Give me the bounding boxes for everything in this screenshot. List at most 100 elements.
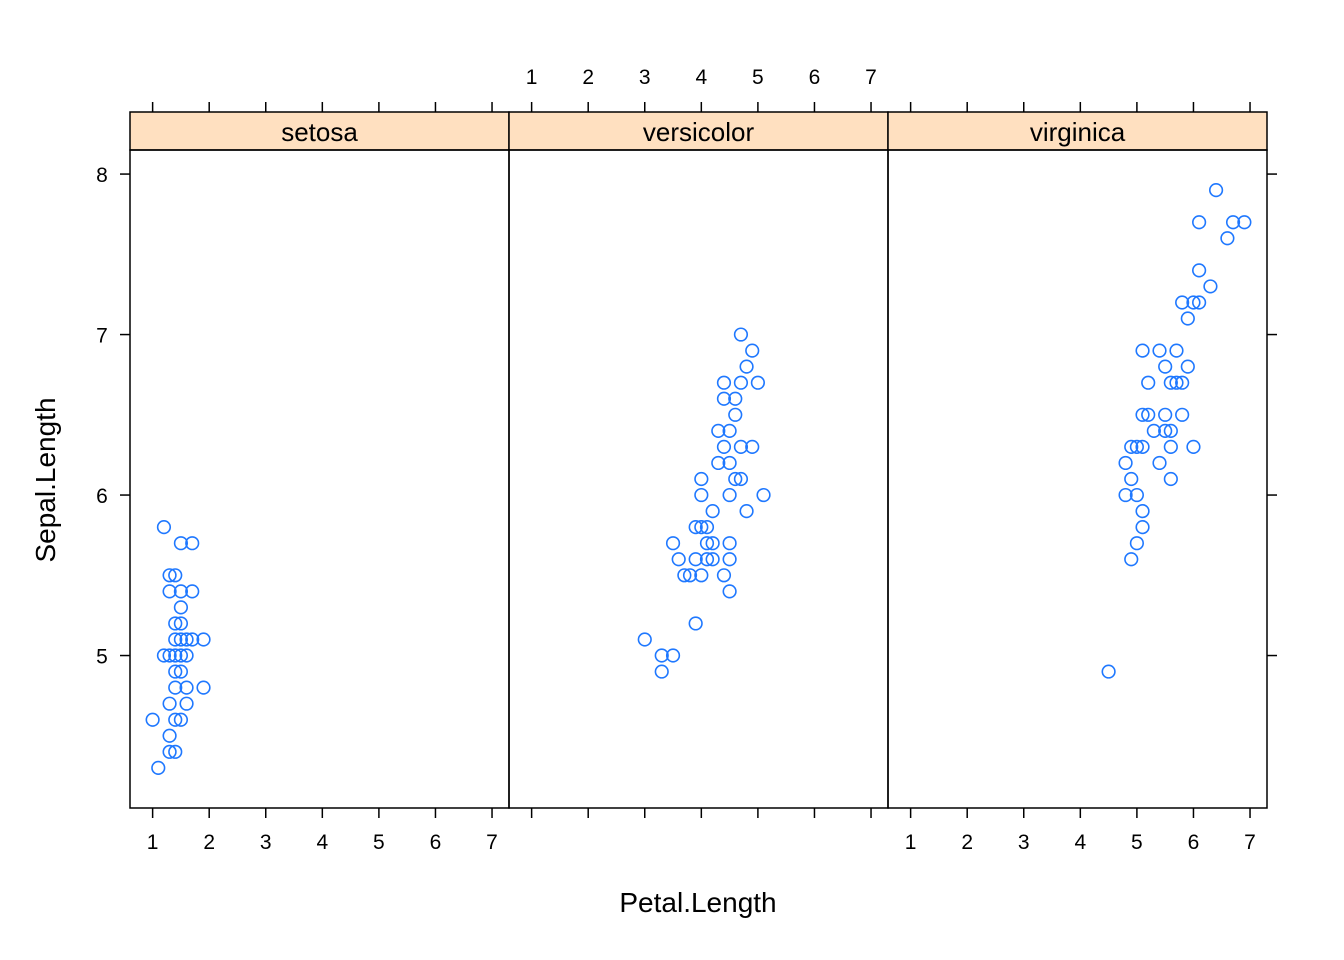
point-versicolor-33 [728,391,743,406]
point-versicolor-22 [711,455,726,471]
point-virginica-12 [1135,503,1150,519]
point-versicolor-3 [665,536,681,551]
point-versicolor-36 [733,327,749,342]
point-versicolor-25 [716,439,732,455]
point-versicolor-29 [722,487,737,503]
point-setosa-9 [162,744,177,759]
axes-group: 1 2 3 4 5 6 7 1 2 3 4 5 6 7 1 2 3 4 5 6 7 5 6 7 8 [96,66,1277,854]
panels-group: setosa versicolor virginica [129,111,1268,809]
point-setosa-29 [179,696,194,711]
point-virginica-11 [1135,439,1150,455]
point-virginica-37 [1192,295,1207,310]
point-virginica-20 [1158,407,1173,422]
point-versicolor-44 [750,375,765,390]
x-tick-label-setosa-2: 2 [203,831,215,854]
y-tick-label-5: 5 [96,646,108,669]
point-virginica-39 [1208,183,1224,198]
point-versicolor-35 [728,471,743,487]
point-virginica-24 [1163,439,1178,455]
point-virginica-7 [1129,487,1144,503]
point-virginica-40 [1220,231,1235,246]
point-setosa-32 [185,632,200,647]
point-virginica-15 [1141,407,1156,422]
strip-setosa [129,111,510,151]
point-virginica-35 [1192,215,1207,230]
strip-label-virginica: virginica [1030,117,1126,147]
strip-virginica [887,111,1268,151]
point-setosa-25 [173,712,189,727]
point-versicolor-21 [711,423,726,438]
point-versicolor-43 [745,439,760,455]
point-setosa-33 [196,632,211,647]
point-virginica-19 [1158,359,1173,374]
x-tick-label-versicolor-2: 2 [582,66,594,89]
x-tick-label-versicolor-7: 7 [865,66,877,89]
point-virginica-31 [1180,311,1195,326]
point-setosa-17 [168,744,183,759]
point-versicolor-26 [716,568,732,583]
point-versicolor-40 [739,359,754,374]
panel-virginica: virginica [887,111,1268,809]
point-virginica-34 [1186,439,1201,455]
x-tick-label-versicolor-4: 4 [695,66,707,89]
x-tick-label-versicolor-5: 5 [752,66,764,89]
point-setosa-18 [173,536,189,551]
point-versicolor-23 [716,375,732,390]
point-virginica-6 [1129,439,1144,455]
point-virginica-21 [1158,423,1173,438]
point-versicolor-37 [733,375,749,390]
point-versicolor-19 [705,536,720,551]
point-setosa-19 [173,584,189,599]
point-virginica-1 [1118,455,1133,471]
x-axis-title: Petal.Length [619,887,776,918]
point-versicolor-5 [671,552,686,567]
point-versicolor-16 [699,536,715,551]
point-virginica-23 [1163,423,1178,438]
point-setosa-13 [168,648,183,663]
y-axis-title: Sepal.Length [30,397,61,562]
point-setosa-0 [145,712,160,727]
strip-label-setosa: setosa [281,117,358,147]
x-tick-label-setosa-7: 7 [486,831,498,854]
point-setosa-14 [168,664,183,679]
x-tick-label-setosa-5: 5 [373,831,385,854]
point-versicolor-13 [694,520,709,535]
x-tick-label-versicolor-6: 6 [809,66,821,89]
point-setosa-6 [162,648,177,663]
point-setosa-16 [168,712,183,727]
point-setosa-11 [168,616,183,631]
point-setosa-20 [173,600,189,615]
point-versicolor-31 [722,552,737,567]
point-virginica-38 [1203,279,1218,294]
point-virginica-30 [1175,295,1190,310]
point-versicolor-32 [722,584,737,599]
x-tick-label-versicolor-3: 3 [639,66,651,89]
point-setosa-31 [185,584,200,599]
point-versicolor-11 [694,471,709,487]
point-versicolor-30 [722,536,737,551]
x-tick-label-setosa-4: 4 [316,831,328,854]
point-versicolor-42 [745,343,760,358]
point-versicolor-41 [739,503,754,519]
x-tick-label-virginica-4: 4 [1074,831,1086,854]
point-setosa-1 [151,760,166,775]
point-versicolor-8 [688,520,703,535]
point-virginica-36 [1192,263,1207,278]
y-tick-label-8: 8 [96,164,108,187]
x-tick-label-virginica-1: 1 [905,831,917,854]
point-setosa-10 [168,568,183,583]
point-versicolor-18 [705,503,720,519]
point-versicolor-0 [637,632,652,647]
x-tick-label-virginica-3: 3 [1018,831,1030,854]
point-versicolor-34 [728,407,743,422]
y-tick-label-7: 7 [96,325,108,348]
point-versicolor-27 [722,423,737,438]
point-versicolor-9 [688,552,703,567]
point-setosa-2 [156,520,172,535]
point-setosa-27 [179,648,194,663]
point-versicolor-45 [756,487,771,503]
point-setosa-12 [168,632,183,647]
point-virginica-26 [1169,343,1184,358]
point-versicolor-7 [682,568,698,583]
